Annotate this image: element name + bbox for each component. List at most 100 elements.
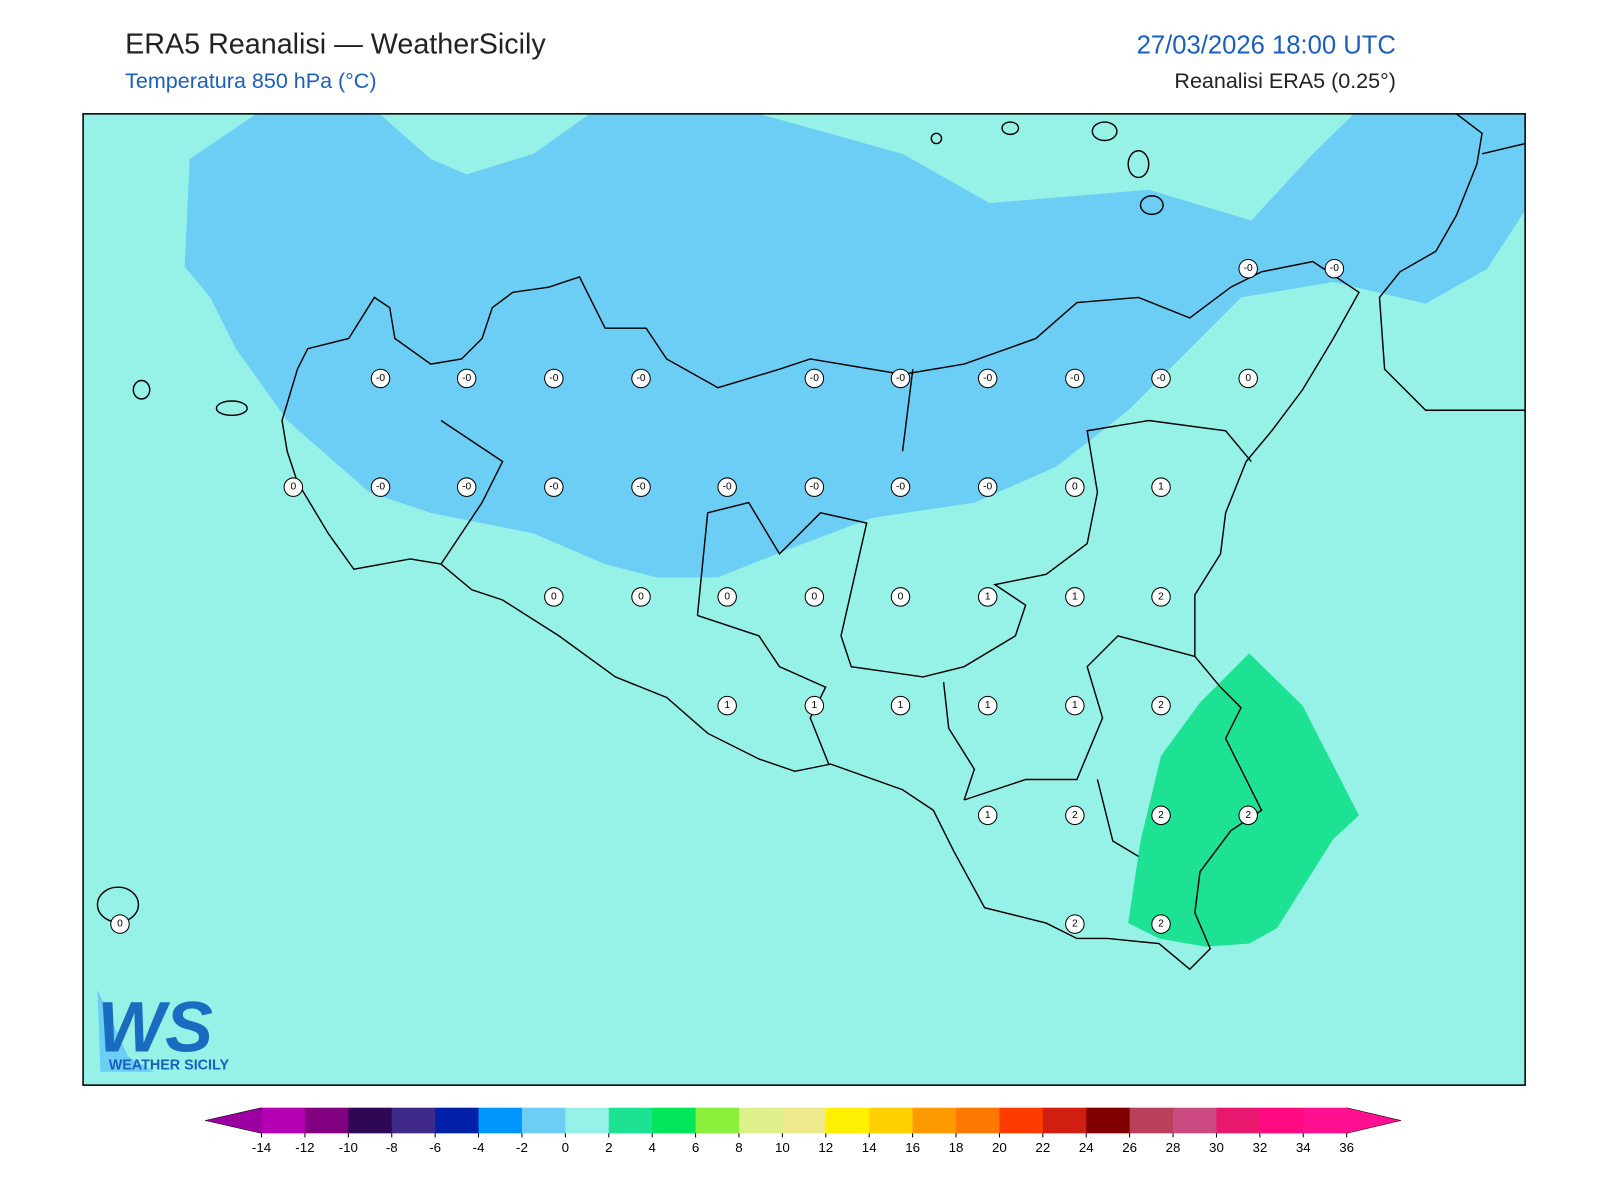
colorbar-tick-label: 36	[1339, 1140, 1354, 1155]
point-label: -0	[376, 373, 385, 384]
point-label: -0	[636, 482, 645, 493]
logo: WS WEATHER SICILY	[97, 987, 229, 1074]
colorbar-segment	[1173, 1107, 1217, 1134]
grid-point: -0	[544, 368, 564, 389]
point-label: 1	[1072, 591, 1078, 602]
point-marker	[890, 477, 911, 497]
point-marker	[544, 587, 564, 607]
grid-point: -0	[804, 477, 825, 497]
point-label: 2	[1158, 919, 1164, 930]
point-marker	[717, 587, 737, 607]
colorbar-tick-label: 2	[605, 1140, 612, 1155]
point-marker	[804, 477, 825, 497]
grid-point: -0	[631, 368, 651, 389]
point-label: -0	[810, 373, 819, 384]
point-marker	[977, 587, 998, 607]
point-label: -0	[896, 482, 905, 493]
point-marker	[1151, 368, 1171, 389]
field-neg2-0	[184, 113, 1526, 578]
point-label: -0	[723, 482, 732, 493]
grid-points: -0 -0 -0 -0 -0 -0 -0 -0 -0 -0 -0 0 0 -0 -0 -0 -0 -0 -0 -0 -0…	[110, 258, 1345, 934]
colorbar-segment	[435, 1107, 480, 1134]
colorbar-segment	[1303, 1107, 1348, 1134]
grid-point: -0	[456, 477, 477, 497]
colorbar-tick-label: 20	[992, 1140, 1007, 1155]
grid-point: 0	[1065, 477, 1085, 497]
colorbar-segment	[1129, 1107, 1174, 1134]
grid-point: -0	[717, 477, 737, 497]
map-frame	[82, 113, 1526, 1086]
point-marker	[1065, 695, 1085, 716]
colorbar-tick-label: 14	[862, 1140, 877, 1155]
point-marker	[110, 914, 130, 934]
point-label: 0	[1245, 373, 1251, 384]
point-label: 2	[1158, 700, 1164, 711]
colorbar-segment	[652, 1107, 697, 1134]
title: ERA5 Reanalisi — WeatherSicily	[125, 28, 546, 60]
grid-point: 1	[890, 695, 911, 716]
point-label: 1	[898, 700, 904, 711]
colorbar-segment	[521, 1107, 566, 1134]
colorbar-segment	[478, 1107, 523, 1134]
colorbar-segment	[999, 1107, 1044, 1134]
point-label: -0	[983, 482, 992, 493]
point-label: -0	[1070, 373, 1079, 384]
colorbar-segment	[304, 1107, 349, 1134]
grid-point: 1	[717, 695, 737, 716]
colorbar-tick-label: 34	[1296, 1140, 1311, 1155]
logo-mark: WS	[97, 987, 213, 1067]
point-label: -0	[462, 373, 471, 384]
grid-point: 2	[1151, 695, 1171, 716]
point-marker	[890, 695, 911, 716]
colorbar-tick-label: 30	[1209, 1140, 1224, 1155]
grid-point: 2	[1238, 805, 1258, 826]
point-marker	[977, 368, 998, 389]
point-marker	[890, 587, 911, 607]
point-marker	[370, 477, 391, 497]
point-marker	[717, 477, 737, 497]
grid-point: -0	[977, 477, 998, 497]
grid-point: 2	[1065, 914, 1085, 934]
point-marker	[631, 477, 651, 497]
grid-point: 2	[1151, 805, 1171, 826]
point-label: 2	[1158, 810, 1164, 821]
grid-point: -0	[631, 477, 651, 497]
colorbar-tick-label: 24	[1079, 1140, 1094, 1155]
field-2-4	[1128, 653, 1359, 947]
grid-point: 1	[1151, 477, 1171, 497]
colorbar-under	[205, 1107, 262, 1134]
colorbar-segment	[348, 1107, 393, 1134]
point-label: 0	[724, 591, 730, 602]
grid-point: 1	[977, 805, 998, 826]
point-label: 0	[551, 591, 557, 602]
point-label: -0	[1330, 263, 1339, 274]
point-marker	[804, 587, 825, 607]
map: -0 -0 -0 -0 -0 -0 -0 -0 -0 -0 -0 0 0 -0 -0 -0 -0 -0 -0 -0 -0…	[83, 113, 1526, 1086]
point-label: 0	[117, 919, 123, 930]
grid-point: -0	[890, 368, 911, 389]
colorbar-segment	[261, 1107, 306, 1134]
grid-point: -0	[370, 368, 391, 389]
point-marker	[456, 368, 477, 389]
point-marker	[283, 477, 304, 497]
point-label: 2	[1072, 919, 1078, 930]
point-label: 2	[1072, 810, 1078, 821]
grid-point: 2	[1151, 914, 1171, 934]
grid-point: -0	[804, 368, 825, 389]
source: Reanalisi ERA5 (0.25°)	[1174, 69, 1395, 93]
grid-point: -0	[1065, 368, 1085, 389]
colorbar-tick-label: -8	[386, 1140, 398, 1155]
grid-point: 1	[1065, 587, 1085, 607]
point-label: 1	[985, 810, 991, 821]
colorbar-tick-label: 28	[1166, 1140, 1181, 1155]
point-marker	[370, 368, 391, 389]
grid-point: 0	[110, 914, 130, 934]
grid-point: -0	[1238, 258, 1258, 279]
point-label: 1	[1158, 482, 1164, 493]
subtitle: Temperatura 850 hPa (°C)	[125, 69, 376, 93]
point-label: -0	[810, 482, 819, 493]
colorbar-segment	[1216, 1107, 1261, 1134]
colorbar-tick-label: 8	[735, 1140, 742, 1155]
colorbar-segment	[869, 1107, 914, 1134]
